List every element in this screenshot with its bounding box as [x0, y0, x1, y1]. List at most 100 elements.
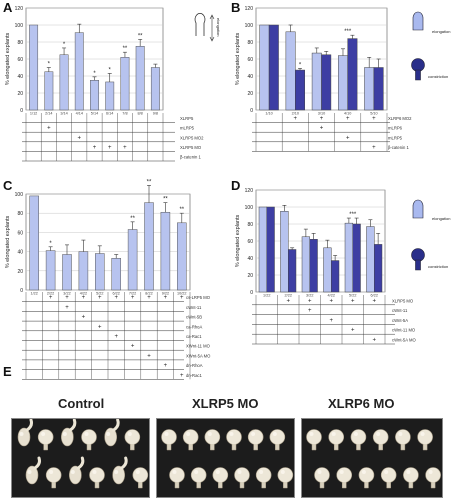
table-row-label: cWnt-5A [392, 318, 408, 323]
bar-light [338, 55, 348, 111]
chart-d: 0 20 40 60 80 100 120 % elongated explants 1/22 2… [235, 188, 416, 345]
significance-mark: * [49, 241, 52, 247]
table-row-label: mLRP6 [388, 126, 403, 131]
y-tick-label: 80 [17, 40, 23, 46]
explant-stalk [218, 482, 223, 489]
table-row-label: XLRP5 [180, 116, 194, 121]
explant-stalk [196, 482, 201, 489]
bar-light [301, 236, 311, 293]
panel-d-constriction-icon [411, 248, 425, 271]
explant-stalk [319, 482, 325, 489]
explant-highlight [70, 470, 75, 474]
x-tick-label: 7/8 [122, 112, 127, 116]
explant [425, 467, 441, 483]
significance-mark: *** [344, 29, 352, 35]
bar [59, 54, 69, 111]
explant-highlight [339, 470, 344, 474]
x-tick-label: 8/22 [145, 292, 152, 296]
panel-b-constriction-label: constriction [428, 74, 448, 79]
x-tick-label: 5/22 [349, 294, 356, 298]
table-mark: + [164, 295, 168, 301]
y-tick-label: 20 [17, 269, 23, 275]
table-row-label: mLRP5 [388, 135, 403, 140]
table-mark: + [147, 295, 151, 301]
panel-label-d: D [231, 178, 241, 193]
bar-light [259, 24, 270, 111]
bar [44, 71, 54, 111]
panel-a-explant-icon: elongation [194, 13, 221, 42]
table-mark: + [131, 344, 135, 350]
bar-light [366, 226, 375, 293]
elongation-arrowheads [209, 14, 215, 42]
explant [247, 429, 264, 445]
explant-stalk [400, 444, 406, 451]
bar-light [344, 222, 354, 293]
explant-extension [120, 456, 128, 470]
table-mark: + [147, 353, 151, 359]
explant-highlight [309, 432, 314, 436]
explant [226, 429, 242, 445]
explant-highlight [186, 432, 191, 436]
explant [380, 467, 397, 483]
explant [81, 429, 97, 445]
bar-dark [309, 239, 318, 293]
explant-highlight [215, 470, 220, 474]
x-tick-label: 3/22 [306, 294, 313, 298]
table-row-label: cWnt-11 MO [392, 328, 416, 333]
table-mark: + [346, 135, 350, 141]
y-axis-label: % elongated explants [5, 32, 11, 85]
explant-highlight [172, 470, 177, 474]
bar [29, 24, 39, 111]
table-row-label: ca-Rac1 [186, 334, 202, 339]
table-row-label: β-catenin 1 [388, 145, 409, 150]
table-mark: + [131, 295, 135, 301]
photo-label-xlrp5-mo: XLRP5 MO [192, 396, 259, 411]
panel-d-constriction-label: constriction [428, 264, 448, 269]
bar [160, 211, 171, 291]
bar [111, 258, 121, 291]
table-row-label: XLRP5 MO [392, 298, 414, 303]
table-row-label: cWnt-11 [186, 305, 202, 310]
panel-b-elongation-icon [412, 11, 424, 31]
x-tick-label: 3/10 [318, 112, 325, 116]
x-tick-label: 1/12 [30, 112, 37, 116]
y-tick-label: 20 [247, 273, 253, 279]
y-tick-label: 60 [17, 57, 23, 63]
y-tick-label: 40 [17, 250, 23, 256]
elongation-label: elongation [216, 18, 221, 36]
explant-shape [412, 11, 424, 31]
y-tick-label: 100 [15, 192, 24, 198]
photo-label-xlrp6-mo: XLRP6 MO [328, 396, 395, 411]
explant-stalk [283, 482, 288, 489]
significance-mark: ** [130, 216, 135, 222]
table-mark: + [65, 295, 69, 301]
x-tick-label: 9/8 [153, 112, 158, 116]
table-mark: + [351, 328, 355, 334]
bar [105, 81, 115, 111]
explant-stalk [356, 444, 361, 451]
table-row-label: XLRP5 MO2 [180, 135, 204, 140]
x-tick-label: 6/22 [371, 294, 378, 298]
table-mark: + [98, 295, 102, 301]
y-tick-label: 60 [247, 239, 253, 245]
table-row-label: ca-RhoA [186, 324, 202, 329]
bar [135, 46, 145, 111]
table-mark: + [164, 363, 168, 369]
explant [403, 467, 419, 483]
chart-a: 0 20 40 60 80 100 120 % elongated explants 1/12 *… [5, 6, 204, 162]
explant [372, 429, 389, 445]
explant-highlight [384, 470, 389, 474]
table-mark: + [93, 145, 97, 151]
table-mark: + [351, 298, 355, 304]
bar [95, 253, 105, 291]
explant [277, 467, 294, 483]
table-row-label: XWnt-5A MO [186, 353, 211, 358]
bar [144, 202, 154, 291]
explant-stalk [94, 482, 100, 489]
table-mark: + [180, 373, 184, 379]
x-tick-label: 10/22 [177, 292, 187, 296]
significance-mark: ** [163, 197, 168, 203]
table-row-label: cWnt-5A MO [392, 338, 416, 343]
explant-outline [194, 13, 206, 36]
explant-highlight [237, 470, 242, 474]
